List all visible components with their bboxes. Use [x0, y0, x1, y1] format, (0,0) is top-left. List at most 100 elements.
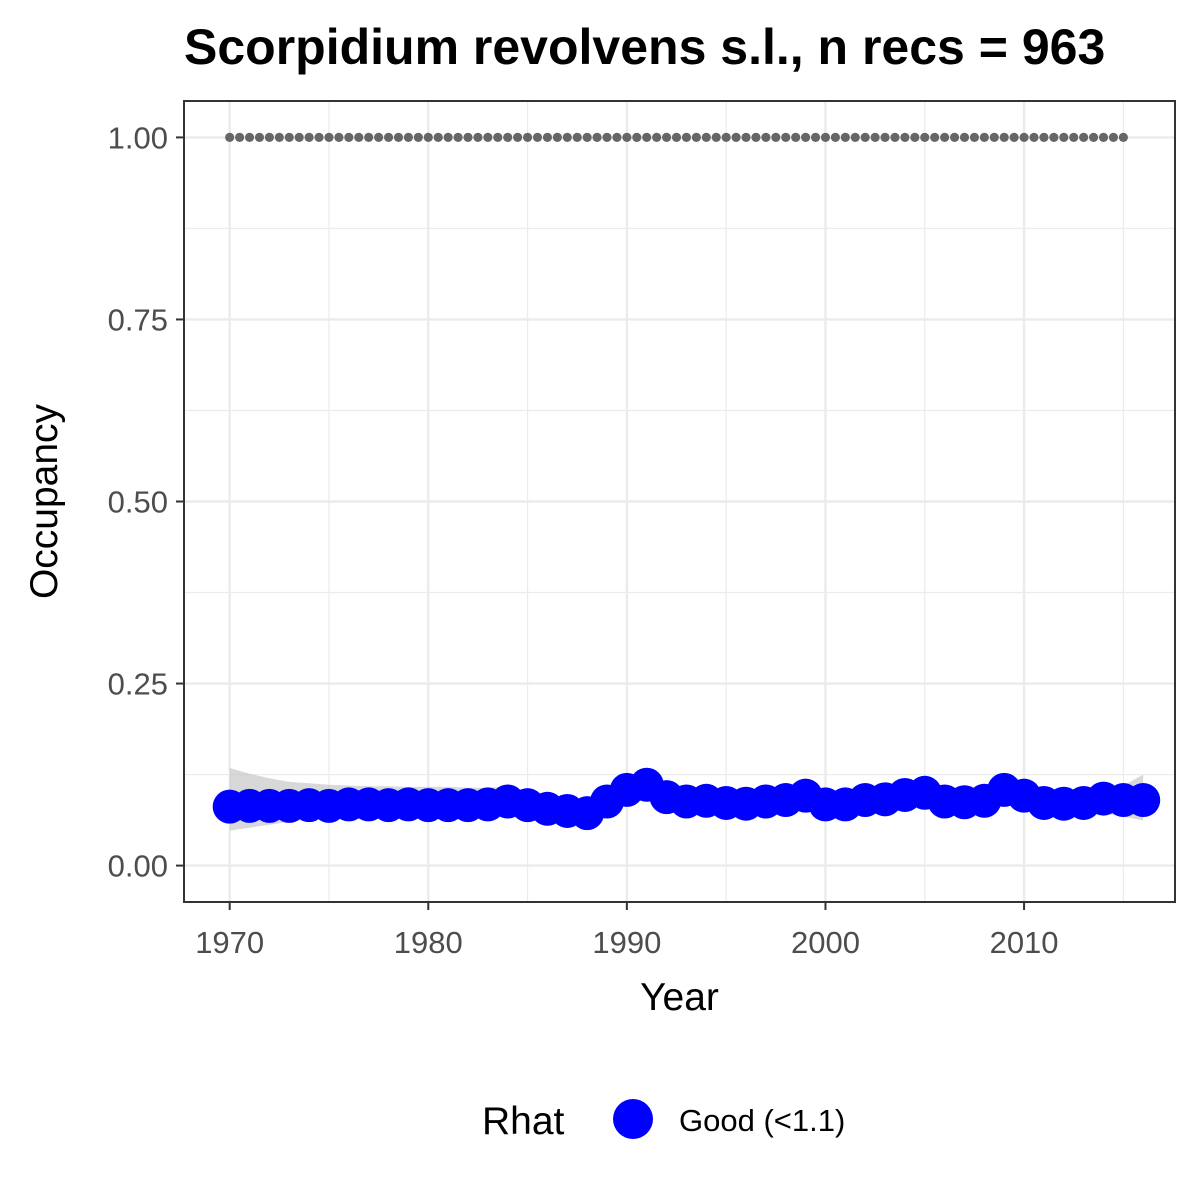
reference-point	[850, 132, 860, 143]
reference-point	[721, 132, 731, 143]
reference-point	[582, 132, 592, 143]
reference-point	[671, 132, 682, 143]
y-tick-label: 1.00	[108, 120, 168, 155]
reference-point	[532, 132, 543, 143]
reference-point	[860, 132, 870, 143]
reference-point	[562, 132, 572, 143]
reference-point	[403, 132, 414, 143]
legend-label-good: Good (<1.1)	[679, 1103, 845, 1138]
reference-point	[1029, 132, 1039, 143]
y-tick-label: 0.00	[108, 849, 168, 884]
reference-point	[473, 132, 483, 143]
reference-point	[1108, 132, 1119, 143]
reference-point	[979, 132, 989, 143]
x-tick-label: 2000	[791, 925, 860, 960]
reference-point	[522, 132, 533, 143]
reference-point	[771, 132, 781, 143]
reference-point	[592, 132, 602, 143]
reference-point	[711, 132, 721, 143]
reference-point	[443, 132, 453, 143]
reference-point	[731, 132, 741, 143]
occupancy-points	[212, 767, 1161, 831]
x-axis: 1970 1980 1990 2000 2010	[195, 902, 1059, 960]
reference-point	[1019, 132, 1029, 143]
x-tick-label: 1980	[394, 925, 463, 960]
reference-point	[949, 132, 960, 143]
reference-points	[225, 132, 1128, 143]
reference-point	[354, 132, 364, 143]
reference-point	[1079, 132, 1089, 143]
reference-point	[1098, 132, 1109, 143]
reference-point	[1009, 132, 1019, 143]
reference-point	[741, 132, 751, 143]
reference-point	[314, 132, 324, 143]
reference-point	[920, 132, 930, 143]
reference-point	[244, 132, 255, 143]
legend-title: Rhat	[482, 1100, 565, 1143]
reference-point	[423, 132, 433, 143]
reference-point	[820, 132, 831, 143]
reference-point	[334, 132, 344, 143]
reference-point	[781, 132, 791, 143]
reference-point	[324, 132, 334, 143]
reference-point	[930, 132, 940, 143]
reference-point	[810, 132, 821, 143]
reference-point	[840, 132, 850, 143]
reference-point	[294, 132, 304, 143]
x-tick-label: 2010	[990, 925, 1059, 960]
reference-point	[622, 132, 632, 143]
reference-point	[652, 132, 662, 143]
reference-point	[880, 132, 890, 143]
reference-point	[801, 132, 811, 143]
y-tick-label: 0.25	[108, 667, 168, 702]
reference-point	[552, 132, 562, 143]
reference-point	[751, 132, 761, 143]
reference-point	[483, 132, 493, 143]
reference-point	[830, 132, 840, 143]
reference-point	[433, 132, 443, 143]
reference-point	[225, 132, 235, 143]
reference-point	[642, 132, 652, 143]
reference-point	[453, 132, 463, 143]
reference-point	[632, 132, 642, 143]
reference-point	[999, 132, 1009, 143]
reference-point	[572, 132, 582, 143]
reference-point	[542, 132, 553, 143]
reference-point	[791, 132, 801, 143]
reference-point	[969, 132, 980, 143]
reference-point	[910, 132, 920, 143]
reference-point	[959, 132, 970, 143]
reference-point	[383, 132, 394, 143]
reference-point	[940, 132, 950, 143]
reference-point	[1039, 132, 1049, 143]
reference-point	[235, 132, 245, 143]
reference-point	[413, 132, 423, 143]
reference-point	[463, 132, 473, 143]
reference-point	[1059, 132, 1069, 143]
y-tick-label: 0.75	[108, 302, 168, 337]
reference-point	[344, 132, 354, 143]
reference-point	[393, 132, 404, 143]
reference-point	[1088, 132, 1099, 143]
reference-point	[374, 132, 384, 143]
reference-point	[274, 132, 284, 143]
reference-point	[254, 132, 265, 143]
reference-point	[761, 132, 771, 143]
x-tick-label: 1970	[195, 925, 264, 960]
reference-point	[1049, 132, 1059, 143]
reference-point	[870, 132, 880, 143]
x-tick-label: 1990	[592, 925, 661, 960]
x-axis-title: Year	[640, 976, 719, 1019]
reference-point	[681, 132, 692, 143]
y-axis: 0.00 0.25 0.50 0.75 1.00	[108, 120, 184, 884]
reference-point	[264, 132, 274, 143]
reference-point	[701, 132, 711, 143]
reference-point	[1069, 132, 1079, 143]
reference-point	[513, 132, 523, 143]
reference-point	[364, 132, 374, 143]
reference-point	[493, 132, 503, 143]
chart-title: Scorpidium revolvens s.l., n recs = 963	[184, 19, 1105, 75]
reference-point	[691, 132, 701, 143]
reference-point	[612, 132, 622, 143]
